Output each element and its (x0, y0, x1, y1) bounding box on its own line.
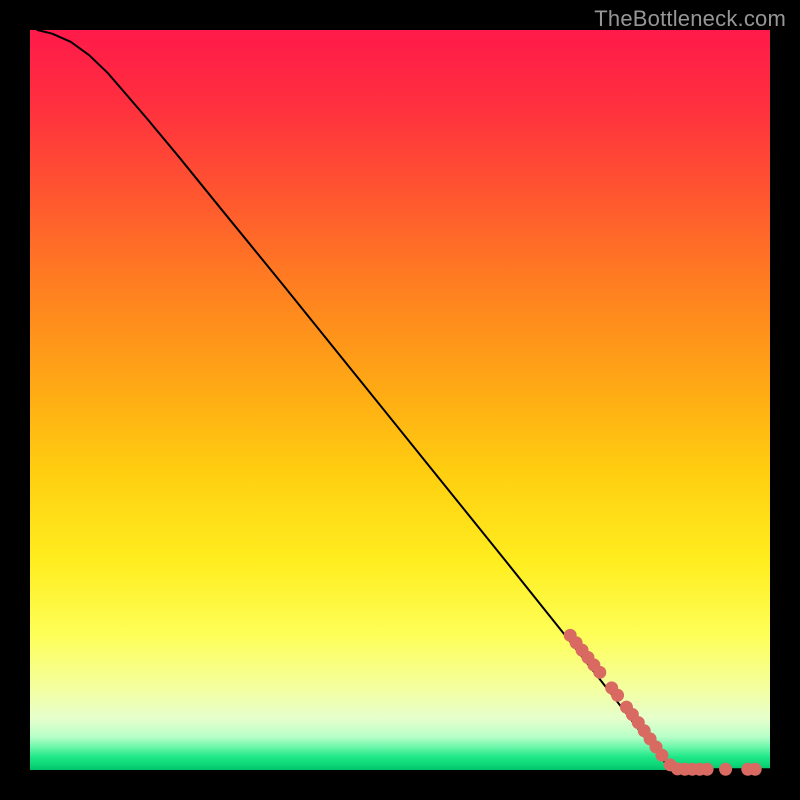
marker-point (749, 763, 762, 776)
watermark-text: TheBottleneck.com (594, 6, 786, 32)
marker-point (701, 763, 714, 776)
plot-background (30, 30, 770, 770)
marker-point (719, 763, 732, 776)
marker-point (611, 689, 624, 702)
marker-point (593, 666, 606, 679)
bottleneck-chart (0, 0, 800, 800)
